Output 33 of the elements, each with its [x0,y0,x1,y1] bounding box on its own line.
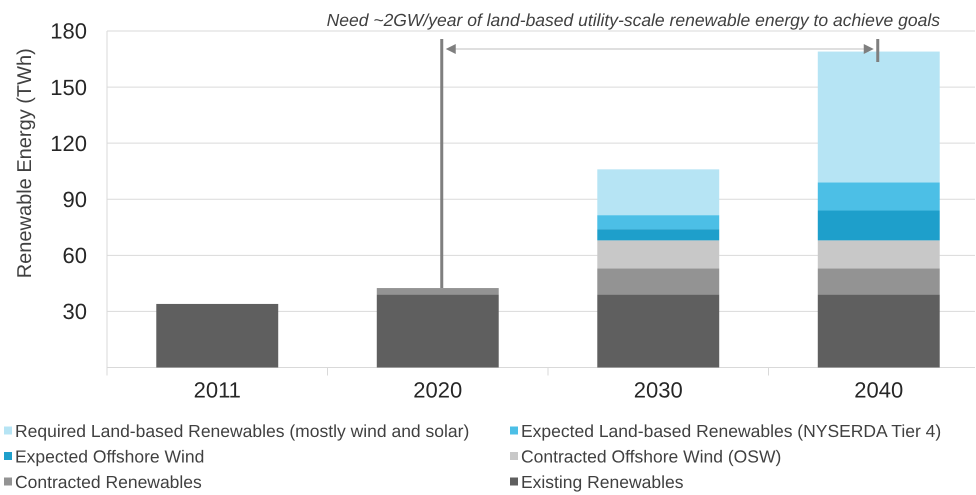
y-tick-label: 150 [50,74,87,100]
bar [818,52,940,182]
bar [376,294,499,368]
bar [597,294,720,368]
bar [597,215,720,230]
y-axis-title: Renewable Energy (TWh) [14,48,36,278]
bar [597,229,720,240]
bar [376,288,499,295]
legend-label: Contracted Renewables [15,472,202,492]
legend-label: Existing Renewables [521,472,684,492]
y-tick-label: 60 [62,243,87,268]
x-tick-label: 2040 [854,378,904,403]
bar [818,294,940,368]
bar [818,182,940,210]
y-tick-label: 30 [62,299,87,324]
bar [597,268,720,295]
bar [818,210,940,240]
legend-label: Expected Offshore Wind [15,446,204,467]
bar [156,304,278,368]
bar [818,268,940,295]
legend-label: Expected Land-based Renewables (NYSERDA Tier 4) [521,421,942,442]
y-tick-label: 120 [50,130,87,156]
x-tick-label: 2011 [194,378,241,403]
y-tick-label: 180 [50,18,87,44]
legend-label: Required Land-based Renewables (mostly wind and solar) [15,421,470,442]
legend-label: Contracted Offshore Wind (OSW) [521,446,782,467]
x-tick-label: 2020 [413,378,462,403]
bar [597,169,720,216]
y-tick-label: 90 [62,186,87,212]
x-tick-label: 2030 [634,378,683,403]
bar [818,240,940,268]
bar [597,240,720,268]
annotation: Need ~2GW/year of land-based utility-scale renewable energy to achieve goals [326,10,940,30]
